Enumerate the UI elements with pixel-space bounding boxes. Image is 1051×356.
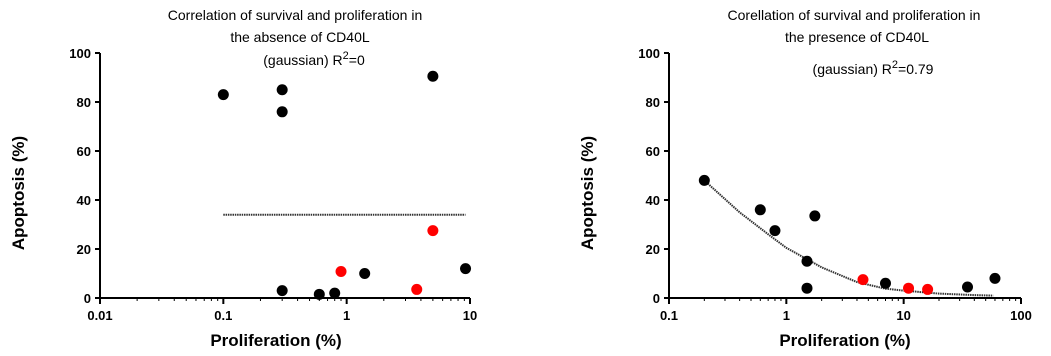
data-point-black <box>698 174 710 186</box>
chart-presence-cd40l: Corellation of survival and proliferatio… <box>578 7 1032 350</box>
x-tick-label: 1 <box>783 308 790 323</box>
y-tick-label: 80 <box>646 95 660 110</box>
r-squared-superscript: 2 <box>892 59 898 71</box>
r-squared-superscript: 2 <box>343 50 349 62</box>
y-tick-label: 100 <box>69 46 91 61</box>
y-axis-label: Apoptosis (%) <box>578 136 597 250</box>
data-point-black <box>460 263 472 275</box>
chart-absence-cd40l: Correlation of survival and proliferatio… <box>9 7 477 350</box>
y-tick-label: 60 <box>77 144 91 159</box>
r-squared-value: =0 <box>349 52 365 68</box>
x-axis-label: Proliferation (%) <box>779 331 910 350</box>
data-point-red <box>427 225 439 237</box>
y-tick-label: 60 <box>646 144 660 159</box>
data-point-red <box>335 266 347 278</box>
y-tick-label: 20 <box>646 242 660 257</box>
x-tick-label: 0.01 <box>87 308 112 323</box>
data-point-black <box>359 268 371 279</box>
y-tick-label: 100 <box>638 46 660 61</box>
y-tick-label: 80 <box>77 95 91 110</box>
r-squared-prefix: (gaussian) R <box>813 61 892 77</box>
data-point-black <box>754 204 766 216</box>
data-point-black <box>962 281 974 293</box>
r-squared-value: =0.79 <box>898 61 934 77</box>
data-point-red <box>411 283 423 295</box>
x-axis-label: Proliferation (%) <box>210 331 341 350</box>
chart-title-line-2: the absence of CD40L <box>230 29 370 45</box>
chart-title-line-2: the presence of CD40L <box>785 29 929 45</box>
x-tick-label: 0.1 <box>660 308 678 323</box>
data-point-black <box>217 89 229 101</box>
data-point-red <box>857 274 869 286</box>
r-squared-prefix: (gaussian) R <box>263 52 342 68</box>
x-tick-label: 10 <box>463 308 477 323</box>
data-point-black <box>801 282 813 294</box>
x-tick-label: 0.1 <box>214 308 232 323</box>
y-tick-label: 0 <box>84 291 91 306</box>
chart-title-line-1: Corellation of survival and proliferatio… <box>728 7 981 23</box>
chart-title-line-1: Correlation of survival and proliferatio… <box>168 7 422 23</box>
data-point-black <box>276 84 288 96</box>
data-point-black <box>879 277 891 289</box>
y-tick-label: 40 <box>646 193 660 208</box>
y-tick-label: 20 <box>77 242 91 257</box>
data-point-black <box>809 210 821 222</box>
y-tick-label: 0 <box>653 291 660 306</box>
x-tick-label: 100 <box>1010 308 1032 323</box>
x-tick-label: 1 <box>343 308 350 323</box>
data-point-red <box>903 282 915 294</box>
x-tick-label: 10 <box>896 308 910 323</box>
data-point-black <box>801 255 813 267</box>
gaussian-fit-line <box>703 179 994 297</box>
data-point-black <box>313 288 325 300</box>
data-point-black <box>427 70 439 82</box>
data-point-black <box>276 285 288 297</box>
y-tick-label: 40 <box>77 193 91 208</box>
chart-title-line-3: (gaussian) R2=0 <box>263 50 365 68</box>
data-point-red <box>922 283 934 295</box>
y-axis-label: Apoptosis (%) <box>9 136 28 250</box>
data-point-black <box>276 106 288 118</box>
data-point-black <box>989 272 1001 284</box>
data-point-black <box>769 225 781 237</box>
chart-title-line-3: (gaussian) R2=0.79 <box>813 59 934 77</box>
data-point-black <box>329 287 341 299</box>
